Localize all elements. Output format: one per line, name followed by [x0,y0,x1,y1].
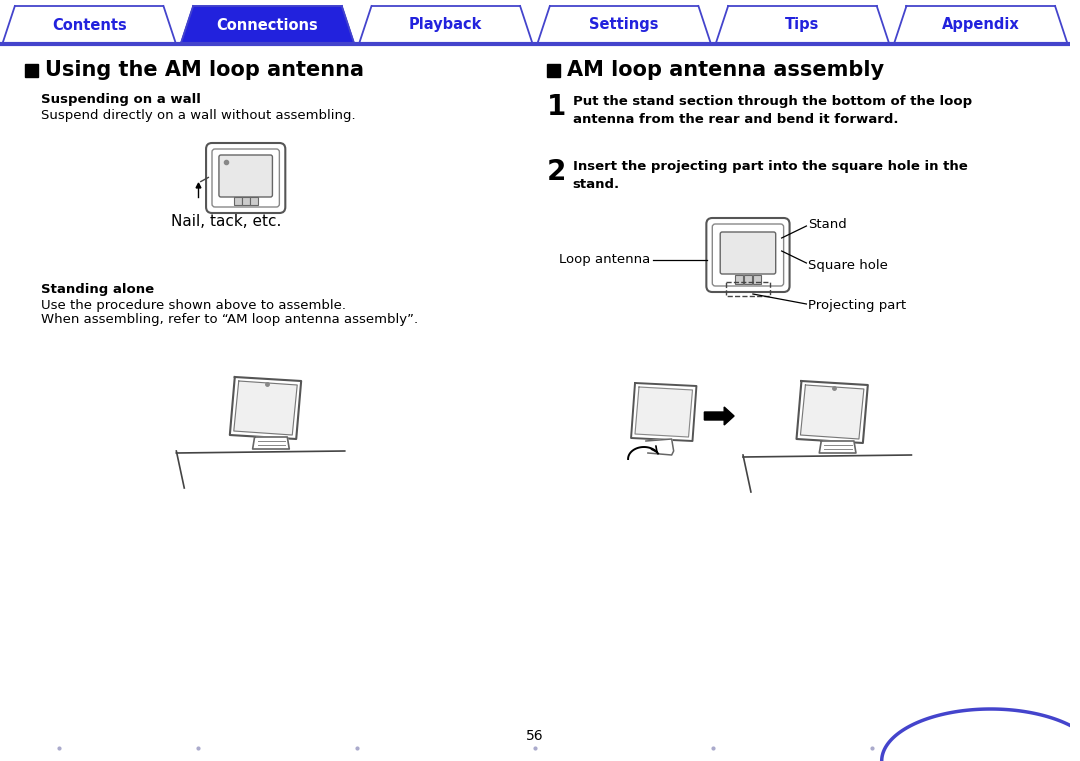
Text: AM loop antenna assembly: AM loop antenna assembly [567,61,883,81]
Polygon shape [25,64,38,77]
Polygon shape [820,441,856,453]
Text: Stand: Stand [809,218,847,231]
Text: Square hole: Square hole [809,259,888,272]
Text: Tips: Tips [785,18,820,33]
Text: Connections: Connections [217,18,319,33]
Polygon shape [538,6,711,42]
Text: Use the procedure shown above to assemble.: Use the procedure shown above to assembl… [41,299,346,312]
Text: 56: 56 [526,729,543,743]
Text: When assembling, refer to “AM loop antenna assembly”.: When assembling, refer to “AM loop anten… [41,313,418,326]
Polygon shape [635,387,692,437]
FancyBboxPatch shape [713,224,784,286]
Polygon shape [716,6,889,42]
Text: Put the stand section through the bottom of the loop
antenna from the rear and b: Put the stand section through the bottom… [572,95,972,126]
Text: 1: 1 [546,93,566,121]
Polygon shape [894,6,1067,42]
Polygon shape [233,381,297,435]
Polygon shape [646,439,674,455]
Text: Suspending on a wall: Suspending on a wall [41,93,201,106]
Polygon shape [3,6,175,42]
Text: Projecting part: Projecting part [809,300,906,313]
Polygon shape [704,407,734,425]
Text: Using the AM loop antenna: Using the AM loop antenna [44,61,364,81]
Polygon shape [796,381,868,443]
Bar [249,197,257,205]
Text: Insert the projecting part into the square hole in the
stand.: Insert the projecting part into the squa… [572,160,968,191]
Polygon shape [253,437,289,449]
Text: 2: 2 [546,158,566,186]
FancyBboxPatch shape [219,155,272,197]
Text: Standing alone: Standing alone [41,283,153,296]
Bar [233,197,242,205]
Text: Suspend directly on a wall without assembling.: Suspend directly on a wall without assem… [41,109,355,122]
Text: Nail, tack, etc.: Nail, tack, etc. [171,214,281,229]
Polygon shape [546,64,559,77]
Bar [735,275,743,284]
FancyBboxPatch shape [206,143,285,213]
FancyBboxPatch shape [720,232,775,274]
Bar [726,282,770,296]
Polygon shape [181,6,353,42]
FancyBboxPatch shape [706,218,789,292]
Text: Appendix: Appendix [942,18,1020,33]
Bar [753,275,760,284]
Polygon shape [631,383,697,441]
Text: Settings: Settings [590,18,659,33]
Text: Playback: Playback [409,18,483,33]
Text: Loop antenna: Loop antenna [558,253,650,266]
Polygon shape [230,377,301,439]
Bar [744,275,752,284]
Polygon shape [360,6,532,42]
Polygon shape [800,385,864,439]
FancyBboxPatch shape [212,149,280,207]
Bar [242,197,249,205]
Text: Contents: Contents [52,18,126,33]
